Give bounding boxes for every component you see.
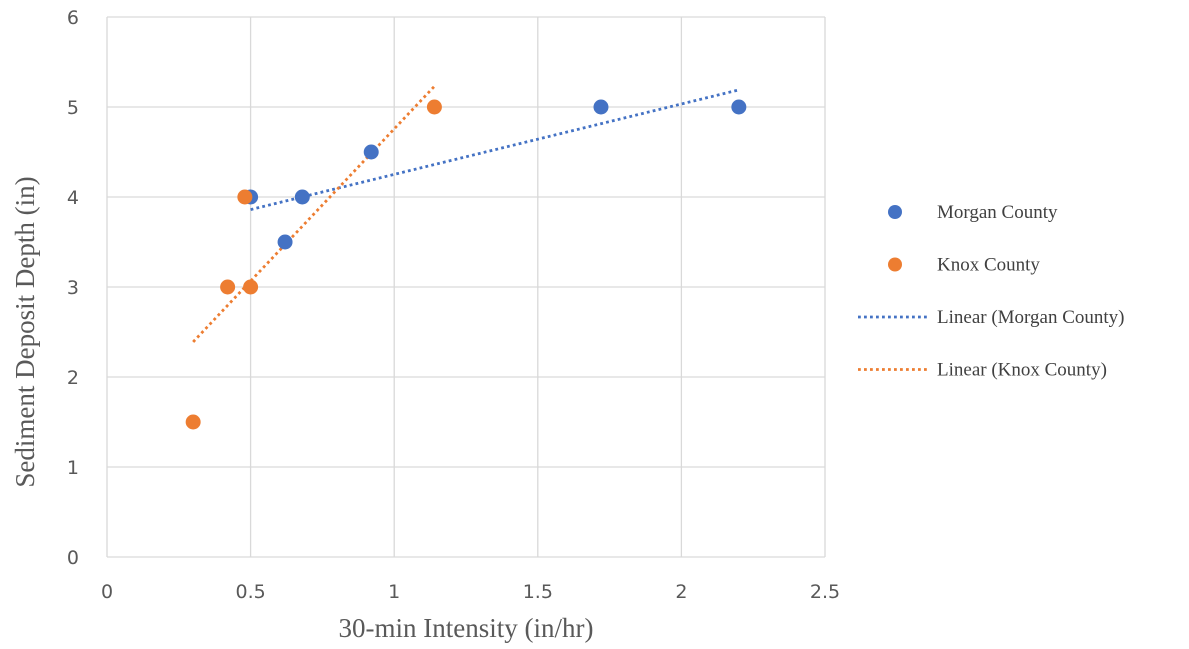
data-points	[185, 99, 747, 430]
legend-marker-knox-county	[888, 257, 902, 272]
legend: Morgan County Knox County Linear (Morgan C…	[858, 202, 1125, 381]
point-morgan-county	[731, 99, 747, 115]
y-tick-label: 4	[67, 187, 79, 209]
x-tick-label: 0	[101, 581, 113, 603]
y-tick-label: 1	[67, 457, 79, 479]
legend-label-knox-county: Knox County	[937, 255, 1040, 276]
y-tick-label: 0	[67, 547, 79, 569]
legend-marker-morgan-county	[888, 205, 902, 219]
x-axis-title: 30-min Intensity (in/hr)	[339, 613, 594, 643]
point-morgan-county	[294, 189, 310, 205]
point-knox-county	[185, 414, 201, 430]
y-axis-title: Sediment Deposit Depth (in)	[10, 176, 40, 487]
legend-label-morgan-county: Morgan County	[937, 202, 1058, 223]
y-tick-labels: 0 1 2 3 4 5 6	[67, 7, 79, 569]
x-tick-label: 2.5	[810, 581, 840, 603]
point-knox-county	[426, 99, 442, 115]
y-tick-label: 5	[67, 97, 79, 119]
point-morgan-county	[593, 99, 609, 115]
x-tick-label: 1	[388, 581, 400, 603]
gridlines	[106, 16, 826, 558]
trendline-morgan-county	[250, 88, 740, 211]
x-tick-labels: 0 0.5 1 1.5 2 2.5	[101, 581, 840, 603]
x-tick-label: 1.5	[523, 581, 553, 603]
legend-label-linear-morgan-county: Linear (Morgan County)	[937, 307, 1125, 328]
y-tick-label: 3	[67, 277, 79, 299]
point-knox-county	[243, 279, 259, 295]
x-tick-label: 0.5	[235, 581, 265, 603]
y-tick-label: 2	[67, 367, 79, 389]
trendline-knox-county	[192, 85, 436, 343]
trendlines	[192, 85, 740, 343]
y-tick-label: 6	[67, 7, 79, 29]
point-knox-county	[220, 279, 236, 295]
x-tick-label: 2	[675, 581, 687, 603]
point-morgan-county	[363, 144, 379, 160]
legend-label-linear-knox-county: Linear (Knox County)	[937, 360, 1107, 381]
point-morgan-county	[277, 234, 293, 250]
point-knox-county	[237, 189, 253, 205]
